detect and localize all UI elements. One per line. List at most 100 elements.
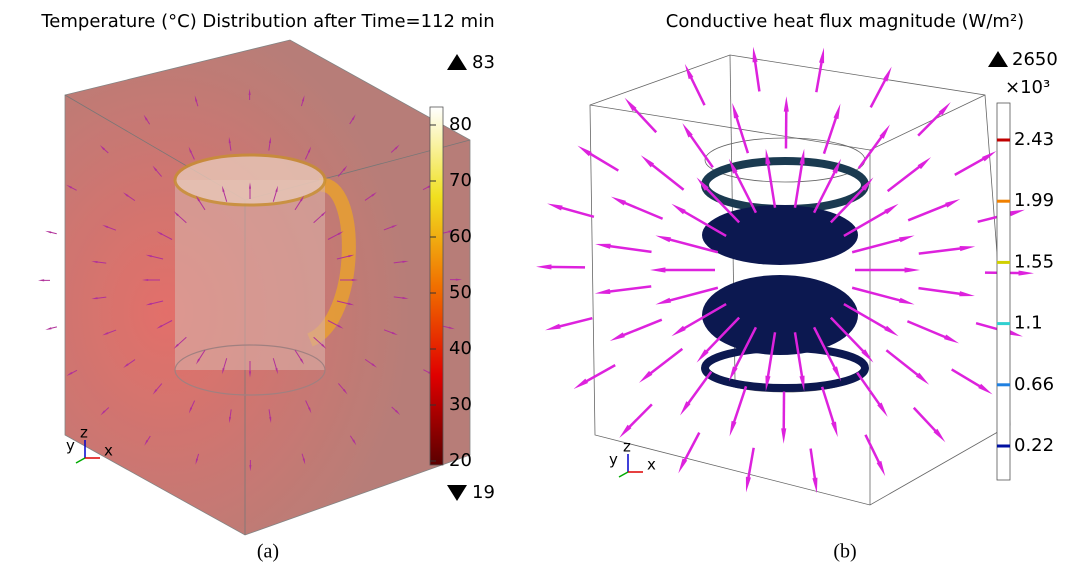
arrow-head (229, 416, 232, 424)
axis-label: x (104, 442, 113, 460)
arrow-shaft (546, 265, 586, 269)
arrow-head (577, 145, 592, 157)
arrow-shaft (869, 75, 889, 108)
arrow-head (66, 371, 73, 376)
arrow-head (745, 476, 751, 493)
arrow-head (882, 66, 892, 82)
arrow-head (1007, 329, 1023, 337)
arrow-shaft (647, 160, 685, 191)
tick-label: 0.66 (1014, 374, 1054, 395)
scene-a (64, 39, 471, 536)
arrow-shaft (585, 150, 619, 172)
colorbar-a (429, 106, 444, 466)
arrow-head (1018, 270, 1034, 276)
arrow-head (879, 124, 890, 139)
arrow-head (394, 144, 400, 150)
arrow-shaft (681, 432, 701, 465)
arrow-head (337, 324, 344, 329)
arrow-shaft (686, 130, 714, 169)
arrow-shaft (954, 155, 989, 176)
arrow-head (448, 326, 455, 330)
arrow-head (66, 184, 73, 189)
arrow-head (307, 146, 312, 153)
arrow-head (595, 243, 611, 249)
arrow-head (152, 389, 158, 395)
arrow-head (861, 177, 874, 191)
min-marker (447, 485, 467, 501)
axis-triad-b: y z x (609, 438, 656, 478)
arrow-shaft (753, 56, 761, 92)
arrow-head (122, 192, 129, 197)
arrow-head (45, 230, 52, 234)
arrow-head (545, 323, 561, 331)
arrow-head (268, 136, 271, 144)
arrow-head (321, 210, 327, 217)
arrow-shaft (812, 326, 839, 373)
arrow-shaft (809, 448, 817, 484)
arrow-shaft (746, 447, 755, 483)
arrow-shaft (843, 208, 891, 238)
colorbar-b (996, 102, 1011, 481)
arrow-head (143, 114, 148, 121)
arrow-shaft (679, 302, 727, 332)
arrow-shaft (327, 232, 341, 240)
arrow-head (123, 363, 129, 369)
arrow-shaft (176, 213, 187, 224)
tick-label: 1.1 (1014, 313, 1043, 334)
arrow-head (188, 146, 192, 153)
arrow-shaft (702, 184, 741, 224)
arrow-shaft (857, 132, 886, 169)
arrow-head (732, 102, 739, 119)
arrow-shaft (604, 285, 652, 294)
arrow-head (684, 63, 694, 80)
arrow-shaft (733, 112, 750, 154)
arrow-shaft (149, 255, 164, 260)
axis-label: y (609, 451, 618, 469)
arrow-head (819, 47, 825, 64)
arrow-head (152, 165, 158, 172)
arrow-head (877, 402, 888, 417)
arrow-shaft (604, 244, 652, 254)
arrow-head (876, 460, 886, 477)
arrow-shaft (906, 320, 951, 341)
arrow-head (301, 95, 305, 102)
arrow-shaft (687, 72, 706, 106)
arrow-shaft (159, 320, 173, 328)
arrow-shaft (886, 162, 925, 193)
arrow-head (99, 145, 105, 151)
arrow-head (831, 421, 838, 438)
tick-label: 50 (449, 282, 472, 303)
multiplier: ×10³ (1005, 77, 1050, 98)
arrow-shaft (918, 286, 966, 296)
arrow-head (765, 375, 771, 392)
arrow-head (832, 366, 842, 382)
arrow-shaft (336, 255, 351, 260)
min-label: 19 (472, 482, 495, 503)
arrow-shaft (829, 316, 868, 356)
arrow-head (682, 123, 693, 138)
max-marker (988, 51, 1008, 67)
arrow-shaft (851, 237, 906, 254)
arrow-head (173, 343, 179, 350)
arrow-head (275, 368, 278, 375)
arrow-head (371, 191, 377, 197)
arrow-head (904, 267, 920, 273)
arrow-shaft (313, 336, 324, 347)
arrow-head (696, 349, 709, 363)
arrow-head (391, 331, 398, 336)
arrow-head (619, 424, 632, 438)
arrow-head (799, 148, 805, 165)
arrow-shaft (951, 368, 985, 390)
arrow-head (861, 349, 874, 363)
arrow-shaft (554, 317, 593, 329)
arrow-head (188, 407, 193, 414)
arrow-shaft (918, 246, 966, 255)
tick-label: 60 (449, 226, 472, 247)
arrow-head (655, 297, 671, 305)
arrow-head (173, 210, 179, 217)
arrow-field-a (38, 88, 462, 472)
arrow-head (275, 185, 278, 192)
axis-label: y (66, 437, 75, 455)
arrow-head (959, 291, 975, 297)
arrow-head (156, 231, 163, 236)
